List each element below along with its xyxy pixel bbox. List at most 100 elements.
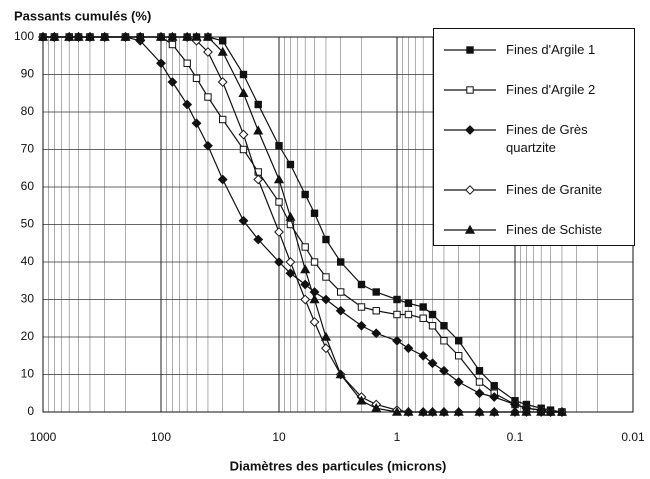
marker — [135, 31, 146, 41]
marker — [521, 406, 532, 416]
legend-label: Fines d'Argile 1 — [506, 42, 596, 57]
legend-swatch — [444, 224, 496, 234]
marker — [403, 343, 414, 354]
marker — [418, 350, 429, 361]
y-tick-label: 30 — [21, 292, 35, 306]
marker — [427, 406, 438, 416]
marker — [64, 31, 75, 41]
marker — [475, 367, 484, 375]
marker — [490, 382, 498, 390]
x-tick-label: 1 — [394, 430, 401, 444]
marker — [404, 310, 413, 319]
marker — [254, 100, 262, 109]
marker — [356, 395, 367, 405]
marker — [253, 174, 264, 185]
marker — [301, 243, 309, 251]
marker — [49, 31, 60, 41]
marker — [322, 235, 330, 244]
marker — [253, 125, 264, 135]
marker — [371, 403, 382, 412]
marker — [167, 77, 178, 87]
marker — [371, 328, 382, 339]
marker — [453, 377, 464, 387]
marker — [217, 77, 228, 87]
y-tick-label: 40 — [21, 254, 35, 268]
marker — [335, 305, 346, 316]
marker — [73, 31, 84, 41]
marker — [183, 59, 191, 67]
marker — [285, 268, 296, 279]
marker — [454, 337, 463, 345]
marker — [453, 406, 464, 416]
marker — [556, 406, 568, 416]
marker — [454, 352, 463, 360]
legend-item: Fines d'Argile 1 — [442, 41, 632, 59]
x-tick-label: 0.01 — [621, 430, 645, 444]
marker — [309, 317, 320, 327]
marker — [545, 406, 556, 416]
marker — [238, 215, 249, 226]
marker — [418, 406, 429, 416]
marker — [321, 294, 331, 305]
y-tick-label: 100 — [14, 29, 34, 43]
marker — [167, 31, 178, 41]
marker — [239, 145, 248, 154]
y-tick-label: 20 — [21, 329, 35, 343]
legend-swatch — [444, 125, 496, 135]
chart-title: Passants cumulés (%) — [14, 8, 151, 23]
marker — [428, 310, 437, 319]
marker — [474, 406, 485, 416]
marker — [428, 322, 437, 330]
marker — [238, 88, 249, 97]
marker — [357, 303, 366, 311]
marker — [322, 273, 330, 281]
marker — [440, 322, 448, 330]
marker — [438, 406, 450, 416]
marker — [356, 320, 367, 331]
marker — [274, 257, 284, 267]
marker — [310, 258, 319, 266]
marker — [393, 295, 401, 304]
legend-label: Fines de Grès quartzite — [506, 122, 588, 155]
marker — [336, 258, 345, 266]
x-tick-label: 10 — [272, 430, 286, 444]
x-tick-label: 100 — [151, 430, 171, 444]
marker — [466, 86, 474, 94]
marker — [168, 40, 177, 49]
marker — [286, 160, 295, 169]
marker — [372, 288, 380, 296]
marker — [204, 93, 212, 101]
marker — [203, 140, 213, 151]
marker — [120, 31, 131, 41]
marker — [392, 335, 402, 346]
marker — [238, 129, 249, 140]
marker — [391, 406, 403, 416]
y-tick-label: 80 — [21, 104, 35, 118]
y-tick-label: 90 — [21, 67, 35, 81]
marker — [475, 378, 484, 386]
x-tick-label: 1000 — [30, 430, 57, 444]
marker — [466, 46, 474, 54]
marker — [310, 209, 319, 217]
marker — [253, 234, 264, 245]
marker — [182, 31, 193, 41]
marker — [404, 299, 413, 307]
legend-item: Fines de Granite — [442, 181, 632, 199]
marker — [301, 190, 309, 199]
marker — [218, 37, 227, 45]
marker — [218, 115, 227, 124]
marker — [465, 185, 475, 195]
y-tick-label: 10 — [21, 367, 35, 381]
marker — [203, 47, 213, 57]
marker — [403, 406, 414, 416]
marker — [273, 174, 285, 184]
marker — [37, 31, 49, 41]
marker — [300, 294, 311, 305]
marker — [464, 224, 476, 234]
marker — [419, 314, 427, 322]
marker — [440, 337, 448, 345]
marker — [393, 310, 401, 319]
legend-swatch — [444, 185, 496, 195]
marker — [217, 174, 228, 185]
